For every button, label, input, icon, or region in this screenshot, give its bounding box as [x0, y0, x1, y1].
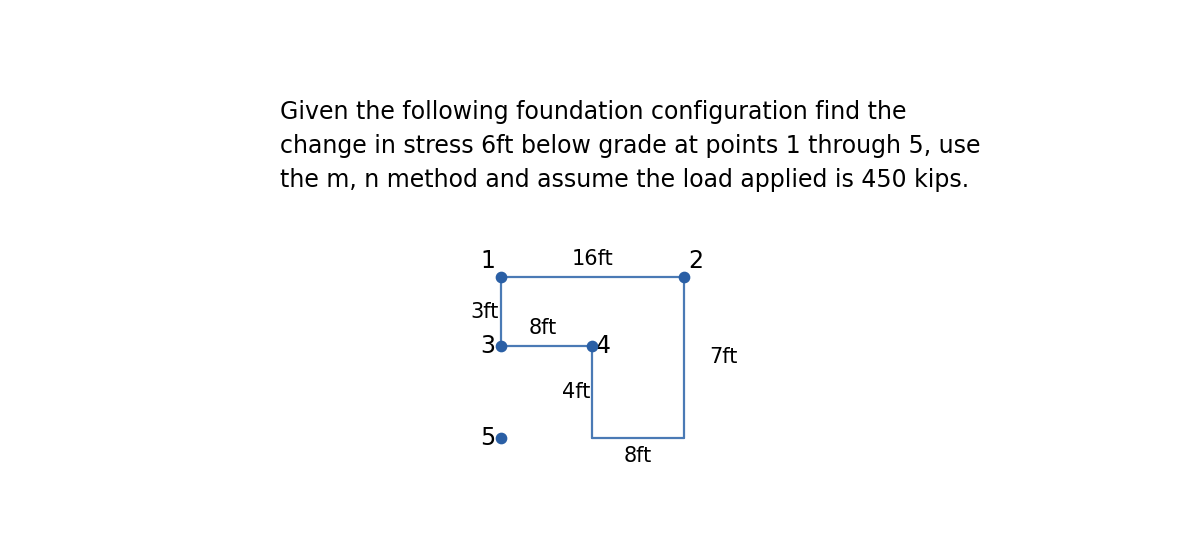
- Text: 3: 3: [480, 334, 496, 358]
- Text: 4: 4: [595, 334, 611, 358]
- Text: 4ft: 4ft: [562, 382, 590, 402]
- Point: [582, 341, 601, 350]
- Text: 3ft: 3ft: [470, 302, 499, 322]
- Text: 7ft: 7ft: [709, 348, 737, 368]
- Point: [491, 433, 510, 442]
- Text: 2: 2: [689, 249, 703, 273]
- Text: 1: 1: [481, 249, 496, 273]
- Point: [491, 273, 510, 282]
- Point: [674, 273, 694, 282]
- Point: [491, 341, 510, 350]
- Text: 8ft: 8ft: [624, 445, 652, 465]
- Text: 16ft: 16ft: [571, 249, 613, 269]
- Text: Given the following foundation configuration find the
change in stress 6ft below: Given the following foundation configura…: [281, 100, 980, 192]
- Text: 8ft: 8ft: [529, 318, 557, 338]
- Text: 5: 5: [480, 425, 496, 450]
